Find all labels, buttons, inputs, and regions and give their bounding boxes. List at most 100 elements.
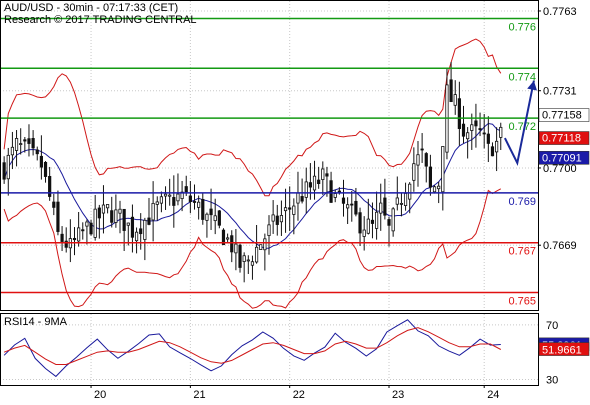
candle — [159, 191, 163, 213]
candle-body — [180, 191, 184, 200]
candle-body — [230, 235, 234, 253]
candle — [379, 183, 383, 231]
candle-body — [300, 196, 304, 202]
candle-body — [292, 205, 296, 215]
candle-body — [271, 214, 275, 222]
candle-body — [288, 207, 292, 210]
candle — [346, 197, 350, 224]
candle-body — [118, 208, 122, 214]
candle — [143, 217, 147, 261]
candle — [81, 222, 85, 240]
candle — [383, 178, 387, 220]
chart-subtitle: Research © 2017 TRADING CENTRAL — [4, 14, 197, 26]
candle-body — [134, 231, 139, 242]
x-tick-label: 20 — [94, 389, 106, 400]
candle-body — [168, 194, 172, 197]
candle — [43, 161, 48, 183]
candle-body — [374, 211, 379, 229]
candle-body — [478, 128, 482, 130]
candle — [300, 178, 304, 204]
candle-body — [259, 244, 263, 250]
moving-average-line — [3, 122, 502, 249]
candle — [416, 140, 420, 187]
candle — [271, 200, 275, 234]
candle-body — [209, 208, 213, 216]
candle — [321, 161, 325, 195]
candle — [89, 219, 93, 236]
candle — [226, 233, 230, 243]
candle-body — [238, 244, 242, 268]
candle — [254, 224, 259, 264]
candle-body — [329, 180, 333, 203]
candle-body — [19, 143, 23, 145]
projection-arrowhead — [527, 80, 537, 91]
candle — [495, 127, 499, 172]
candle — [14, 130, 19, 167]
candle-body — [366, 218, 370, 234]
candle-body — [337, 190, 341, 193]
candle — [283, 188, 288, 233]
candle-body — [23, 139, 27, 142]
candle-body — [159, 196, 163, 204]
price-tag-label: 0.77091 — [542, 152, 582, 164]
candle — [263, 233, 267, 271]
candle — [192, 184, 197, 210]
candle-body — [387, 219, 391, 226]
candle-body — [354, 200, 358, 215]
candle — [238, 243, 242, 273]
y-tick-label: 0.7731 — [543, 86, 577, 98]
price-tag-box — [538, 150, 590, 165]
candle-body — [93, 208, 97, 238]
candle — [292, 198, 296, 235]
candle — [130, 204, 135, 253]
candle — [35, 146, 39, 161]
candle-body — [499, 126, 503, 138]
candle-body — [184, 186, 188, 193]
level-label: 0.765 — [508, 296, 536, 308]
level-label: 0.776 — [508, 21, 536, 33]
candle-body — [403, 193, 408, 206]
level-label: 0.774 — [508, 71, 536, 83]
candle-body — [428, 166, 433, 188]
candle-body — [81, 229, 85, 232]
candle-body — [226, 237, 230, 240]
candle-body — [77, 227, 81, 242]
candle — [329, 171, 333, 203]
candle — [122, 208, 126, 251]
candle-body — [296, 192, 300, 204]
candle — [304, 167, 308, 214]
candle — [213, 198, 217, 235]
candle-body — [424, 153, 428, 167]
candle — [250, 255, 255, 280]
candle — [478, 112, 482, 137]
price-tag-box — [538, 131, 590, 145]
candle — [126, 222, 130, 246]
candle — [366, 198, 370, 235]
candle-body — [449, 79, 453, 103]
candle — [172, 175, 176, 228]
rsi-value-tag-label: 51.9661 — [542, 345, 582, 357]
candle-body — [217, 210, 221, 226]
candle — [387, 216, 391, 247]
candle — [275, 204, 279, 236]
candle-body — [130, 216, 135, 238]
y-tick-label: 0.7669 — [543, 240, 577, 252]
candle — [490, 142, 495, 157]
candle-body — [470, 124, 474, 131]
candle-body — [35, 149, 39, 155]
candle-body — [10, 146, 15, 156]
candle-body — [192, 201, 197, 203]
candle — [325, 166, 329, 197]
candle — [362, 216, 366, 251]
candle — [85, 219, 89, 245]
candle-body — [358, 212, 362, 234]
candle-body — [126, 222, 130, 226]
candle — [48, 166, 52, 201]
candle — [151, 181, 155, 242]
candle — [176, 173, 180, 206]
candle — [341, 179, 346, 217]
candle-body — [312, 175, 317, 191]
candle-body — [362, 229, 366, 237]
candle — [64, 227, 68, 253]
candle-body — [346, 204, 350, 209]
